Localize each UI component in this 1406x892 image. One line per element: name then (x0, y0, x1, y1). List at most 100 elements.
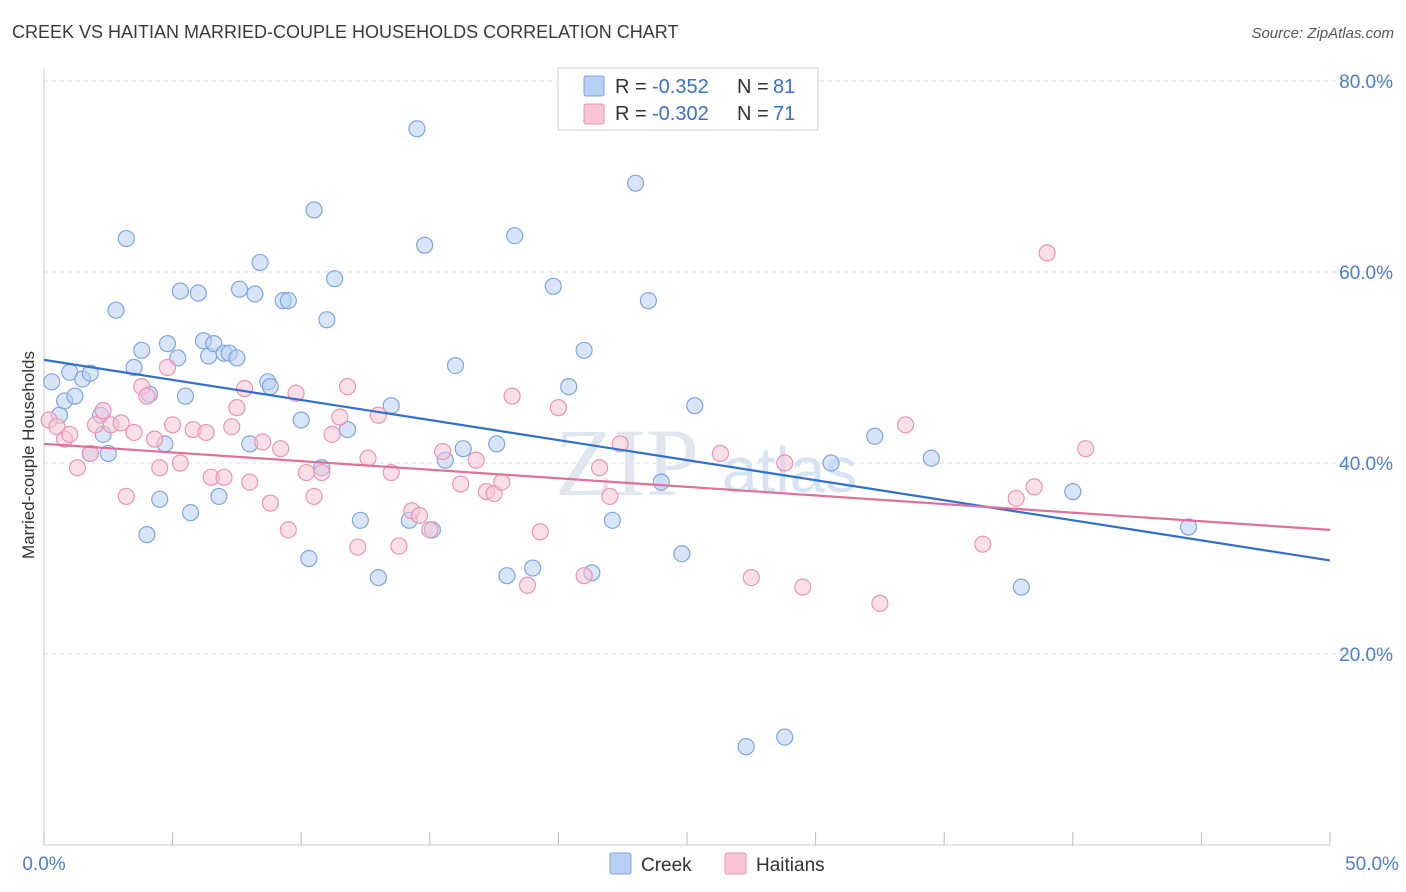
point-creek-17 (151, 490, 169, 508)
point-creek-14 (133, 341, 151, 359)
point-haitians-10 (117, 487, 135, 506)
point-haitians-44 (410, 506, 429, 525)
point-creek-75 (922, 449, 940, 467)
point-haitians-6 (86, 416, 105, 434)
point-creek-19 (158, 335, 177, 353)
point-creek-4 (66, 387, 84, 405)
trend-lines (43, 358, 1331, 562)
chart-title: CREEK VS HAITIAN MARRIED-COUPLE HOUSEHOL… (12, 22, 678, 42)
point-haitians-69 (1038, 244, 1056, 262)
point-creek-73 (822, 454, 840, 472)
point-haitians-31 (287, 384, 305, 402)
point-haitians-22 (215, 468, 233, 486)
point-haitians-9 (112, 414, 130, 432)
trendline-haitians (43, 442, 1331, 531)
point-haitians-52 (503, 387, 521, 405)
point-haitians-16 (158, 358, 177, 377)
point-haitians-37 (338, 378, 357, 396)
point-haitians-27 (254, 433, 272, 451)
y-tick-label-80: 80.0% (1339, 72, 1393, 93)
point-creek-46 (338, 420, 357, 439)
point-creek-24 (189, 284, 207, 302)
point-haitians-40 (369, 406, 387, 424)
legend-swatch-haitians (583, 103, 605, 125)
point-creek-68 (652, 473, 670, 491)
point-creek-74 (866, 427, 884, 445)
point-haitians-57 (590, 459, 609, 477)
y-tick-label-40: 40.0% (1339, 454, 1393, 475)
point-creek-21 (171, 282, 189, 300)
point-creek-69 (673, 545, 691, 563)
point-haitians-39 (359, 449, 377, 467)
point-haitians-45 (421, 521, 439, 539)
legend-r-label-creek: R = (615, 76, 647, 98)
bottom-legend-swatch-haitians (724, 852, 747, 875)
point-haitians-64 (871, 594, 889, 612)
bottom-legend-label-creek: Creek (641, 855, 692, 876)
point-haitians-46 (434, 442, 452, 461)
point-haitians-55 (549, 399, 568, 417)
point-haitians-47 (452, 475, 470, 493)
stats-legend: R = -0.352 N = 81 R = -0.302 N = 71 (557, 67, 819, 131)
point-creek-52 (416, 236, 434, 254)
point-creek-39 (279, 292, 297, 310)
legend-r-value-haitians: -0.302 (652, 103, 709, 125)
legend-r-label-haitians: R = (615, 103, 647, 125)
point-creek-31 (228, 349, 246, 367)
point-creek-76 (1012, 578, 1030, 596)
point-creek-35 (251, 253, 269, 272)
point-haitians-54 (531, 523, 549, 541)
point-haitians-33 (305, 487, 323, 506)
point-creek-23 (182, 504, 200, 522)
point-creek-42 (305, 201, 323, 219)
point-creek-65 (603, 511, 622, 529)
y-axis-label: Married-couple Households (19, 351, 38, 559)
point-creek-67 (639, 292, 658, 310)
point-creek-61 (544, 277, 562, 295)
point-creek-72 (776, 728, 794, 746)
point-haitians-11 (125, 423, 143, 442)
legend-n-label-creek: N = (737, 76, 769, 98)
point-haitians-58 (601, 487, 619, 506)
point-creek-6 (81, 364, 99, 382)
point-creek-45 (326, 270, 344, 288)
point-haitians-15 (151, 459, 169, 477)
point-haitians-13 (138, 387, 156, 405)
y-tick-label-20: 20.0% (1339, 645, 1393, 666)
point-haitians-62 (776, 454, 794, 472)
point-haitians-60 (711, 444, 730, 463)
point-haitians-38 (349, 538, 367, 556)
x-tick-label-min: 0.0% (22, 854, 65, 875)
legend-swatch-creek (583, 75, 605, 97)
point-creek-55 (446, 356, 465, 375)
trendline-creek (43, 358, 1331, 562)
point-haitians-41 (382, 463, 400, 482)
point-haitians-5 (81, 444, 99, 463)
x-tick-marks (43, 832, 1331, 845)
legend-n-label-haitians: N = (737, 103, 769, 125)
point-creek-58 (498, 567, 516, 585)
point-creek-66 (626, 174, 645, 192)
point-haitians-48 (467, 451, 485, 469)
chart-source: Source: ZipAtlas.com (1251, 25, 1394, 42)
point-haitians-24 (228, 399, 246, 417)
y-tick-label-60: 60.0% (1339, 263, 1393, 284)
point-creek-40 (292, 411, 310, 429)
point-creek-11 (107, 301, 125, 319)
point-haitians-28 (261, 494, 279, 512)
legend-n-value-haitians: 71 (773, 103, 795, 125)
point-haitians-65 (897, 416, 915, 434)
point-haitians-29 (272, 440, 290, 458)
point-creek-78 (1179, 518, 1198, 536)
point-haitians-7 (94, 401, 112, 420)
y-tick-labels: 20.0% 40.0% 60.0% 80.0% (1339, 72, 1393, 666)
point-haitians-42 (390, 537, 408, 555)
point-creek-44 (318, 311, 336, 329)
point-creek-13 (125, 358, 143, 377)
point-haitians-14 (145, 430, 164, 448)
point-haitians-70 (1077, 440, 1095, 458)
point-creek-0 (43, 373, 61, 391)
point-creek-62 (560, 378, 578, 396)
point-creek-48 (369, 568, 387, 587)
point-haitians-17 (164, 416, 182, 434)
